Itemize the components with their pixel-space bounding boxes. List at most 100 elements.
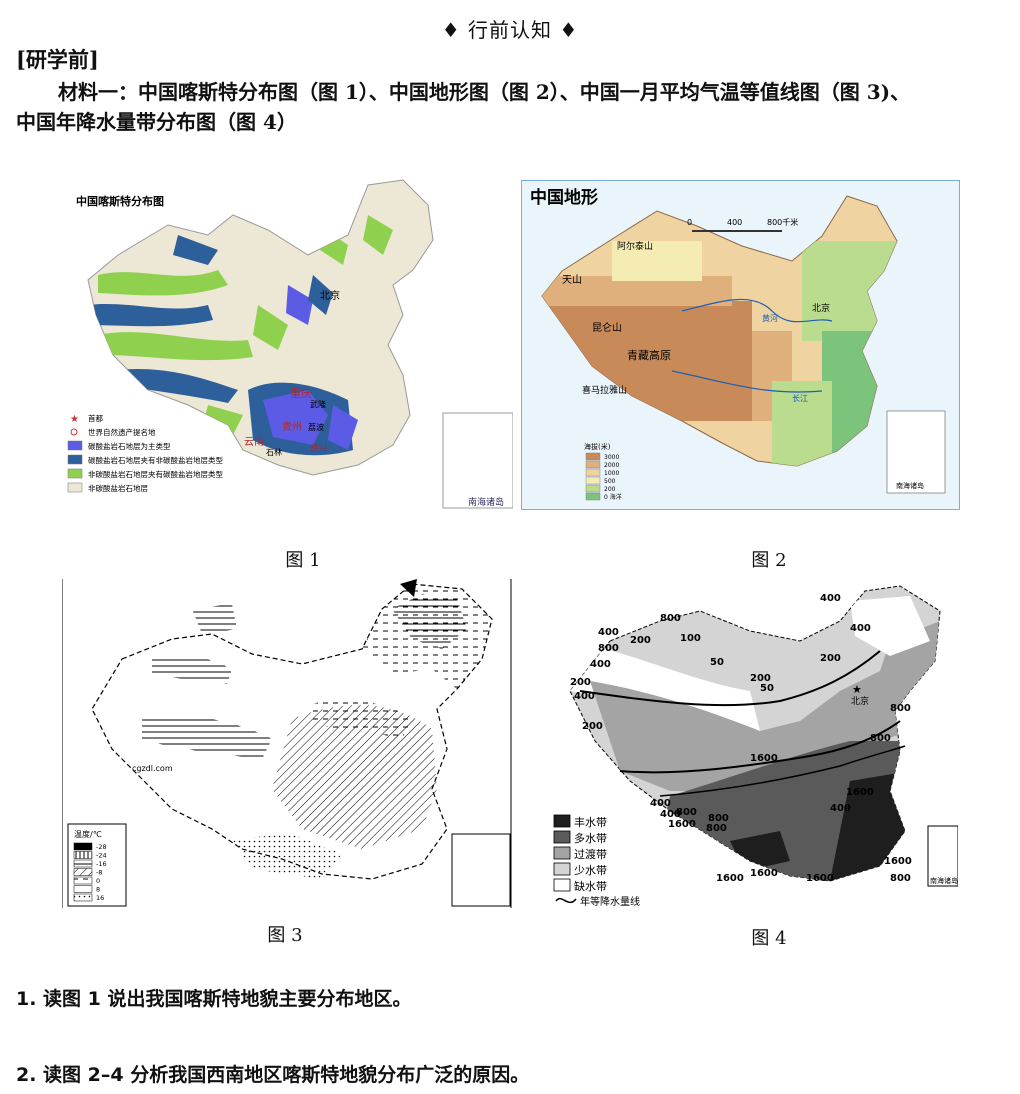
fig4-legend-label: 多水带 bbox=[574, 831, 607, 845]
fig1-legend: ★ 首都世界自然遗产提名地碳酸盐岩石地层为主类型碳酸盐岩石地层夹有非碳酸盐岩地层类… bbox=[67, 413, 223, 493]
question-2: 2. 读图 2–4 分析我国西南地区喀斯特地貌分布广泛的原因。 bbox=[16, 1064, 530, 1086]
fig3-legend-label: -24 bbox=[96, 852, 107, 860]
fig1-shilin-label: 石林 bbox=[266, 447, 282, 457]
fig4-legend-label: 少水带 bbox=[574, 864, 607, 877]
fig4-legend-label: 缺水带 bbox=[574, 879, 607, 893]
fig4-contour-label: 400 bbox=[660, 809, 681, 820]
fig4-legend-label: 丰水带 bbox=[574, 816, 607, 829]
fig3-legend-title: 温度/℃ bbox=[74, 829, 102, 839]
fig1-yunnan-label: 云南 bbox=[244, 435, 264, 448]
fig2-scale-zero: 0 bbox=[687, 218, 692, 227]
fig4-nanhai-label: 南海诸岛 bbox=[930, 876, 958, 885]
fig4-legend-swatch bbox=[553, 846, 571, 860]
fig2-legend-label: 1000 bbox=[604, 470, 619, 477]
fig3-legend-swatch bbox=[73, 893, 93, 902]
fig1-legend-star-icon: ★ bbox=[70, 414, 79, 425]
fig4-contour-label: 800 bbox=[706, 823, 727, 834]
fig2-legend-swatch bbox=[585, 468, 601, 477]
fig4-contour-label: 400 bbox=[598, 627, 619, 638]
fig2-scale-end: 800千米 bbox=[767, 217, 798, 227]
fig1-guizhou-label: 贵州 bbox=[282, 420, 302, 433]
fig4-contour-label: 100 bbox=[680, 633, 701, 644]
fig1-legend-label: 世界自然遗产提名地 bbox=[88, 427, 156, 437]
fig2-changjiang-label: 长江 bbox=[792, 393, 808, 403]
fig4-contour-label: 1600 bbox=[806, 873, 834, 884]
fig3-legend-label: -16 bbox=[96, 860, 107, 868]
question-1: 1. 读图 1 说出我国喀斯特地貌主要分布地区。 bbox=[16, 988, 412, 1010]
figure3-january-temperature-map: cgzdl.com 温度/℃ -28 -24 -16 -8 0 8 16 bbox=[62, 579, 512, 908]
fig2-legend-swatch bbox=[585, 452, 601, 461]
fig4-contour-label: 800 bbox=[660, 613, 681, 624]
fig4-legend-swatch bbox=[553, 862, 571, 876]
fig2-legend-swatch bbox=[585, 476, 601, 485]
pre-study-label: [研学前] bbox=[16, 47, 99, 72]
figure4-caption: 图 4 bbox=[751, 928, 787, 949]
fig4-contour-label: 400 bbox=[590, 659, 611, 670]
fig3-legend-swatch bbox=[73, 885, 93, 893]
fig2-legend-label: 2000 bbox=[604, 462, 619, 469]
figure3-caption: 图 3 bbox=[267, 925, 303, 946]
fig2-legend-label: 200 bbox=[604, 486, 616, 493]
fig4-contour-label: 400 bbox=[850, 623, 871, 634]
fig2-nanhai-label: 南海诸岛 bbox=[896, 481, 924, 490]
fig3-legend-label: -8 bbox=[96, 869, 102, 877]
fig2-qinghai-tibet-label: 青藏高原 bbox=[627, 348, 671, 362]
fig2-title: 中国地形 bbox=[530, 187, 598, 208]
fig4-contour-label: 1600 bbox=[884, 856, 912, 867]
fig2-himalaya-label: 喜马拉雅山 bbox=[582, 384, 627, 396]
fig4-contour-label: 200 bbox=[750, 673, 771, 684]
fig4-contour-label: 800 bbox=[708, 813, 729, 824]
fig2-legend-swatch bbox=[585, 460, 601, 469]
fig1-legend-swatch bbox=[67, 440, 83, 451]
fig4-contour-label: 800 bbox=[598, 643, 619, 654]
fig4-contour-label: 1600 bbox=[750, 868, 778, 879]
fig4-beijing-star: ★ bbox=[852, 683, 862, 696]
fig1-legend-swatch bbox=[67, 482, 83, 493]
fig4-contour-label: 400 bbox=[830, 803, 851, 814]
fig4-contour-label: 400 bbox=[820, 593, 841, 604]
fig1-legend-label: 非碳酸盐岩石地层 bbox=[88, 483, 148, 493]
figure2-terrain-map: 中国地形 0 400 800千米 阿尔泰山 天山 昆仑山 青藏高原 喜马拉雅山 … bbox=[521, 180, 960, 510]
fig2-kunlun-label: 昆仑山 bbox=[592, 321, 622, 334]
fig2-legend-swatch bbox=[585, 484, 601, 493]
fig4-contour-label: 200 bbox=[820, 653, 841, 664]
fig4-contour-label: 200 bbox=[570, 677, 591, 688]
fig4-contour-label: 400 bbox=[650, 798, 671, 809]
fig2-tianshan-label: 天山 bbox=[562, 274, 582, 286]
fig4-legend-swatch bbox=[553, 830, 571, 844]
fig4-contour-label: 200 bbox=[630, 635, 651, 646]
fig2-scale-mid: 400 bbox=[727, 218, 742, 227]
fig3-legend-label: -28 bbox=[96, 843, 107, 851]
fig4-contour-label: 400 bbox=[574, 691, 595, 702]
fig4-contour-label: 800 bbox=[890, 703, 911, 714]
fig1-legend-circle-icon bbox=[70, 428, 78, 436]
fig2-legend-label: 500 bbox=[604, 478, 616, 485]
fig1-libo-label: 荔波 bbox=[308, 422, 324, 432]
fig4-beijing-label: 北京 bbox=[851, 695, 869, 707]
fig4-contour-label: 50 bbox=[760, 683, 774, 694]
fig1-wulong-label: 武隆 bbox=[310, 399, 326, 409]
fig2-huanghe-label: 黄河 bbox=[762, 313, 778, 323]
figure4-precipitation-map: 北京 ★ 南海诸岛 400 800 200 400 800 200 400 50 200 400 5… bbox=[550, 581, 958, 911]
fig1-chongqing-label: 重庆 bbox=[290, 386, 312, 400]
fig2-altai-label: 阿尔泰山 bbox=[617, 240, 653, 252]
fig1-nanhai-label: 南海诸岛 bbox=[468, 496, 504, 508]
figure1-karst-map: 中国喀斯特分布图 北京 重庆 贵州 云南 桂林 武隆 荔波 石林 南海诸岛 ★ 首… bbox=[58, 175, 513, 510]
fig4-legend-label: 过渡带 bbox=[574, 847, 607, 861]
fig4-contour-label: 50 bbox=[710, 657, 724, 668]
fig1-guilin-label: 桂林 bbox=[310, 442, 328, 454]
fig3-legend-swatch bbox=[73, 868, 93, 876]
fig1-legend-swatch bbox=[67, 468, 83, 479]
fig4-contour-label: 1600 bbox=[668, 819, 696, 830]
fig4-contour-label: 1600 bbox=[846, 787, 874, 798]
fig4-contour-label: 800 bbox=[890, 873, 911, 884]
figure2-caption: 图 2 bbox=[751, 550, 787, 571]
fig4-contour-label: 1600 bbox=[716, 873, 744, 884]
fig1-beijing-label: 北京 bbox=[320, 289, 340, 302]
fig1-legend-swatch bbox=[67, 454, 83, 465]
fig2-legend-swatch bbox=[585, 492, 601, 501]
fig2-beijing-label: 北京 bbox=[812, 302, 830, 314]
